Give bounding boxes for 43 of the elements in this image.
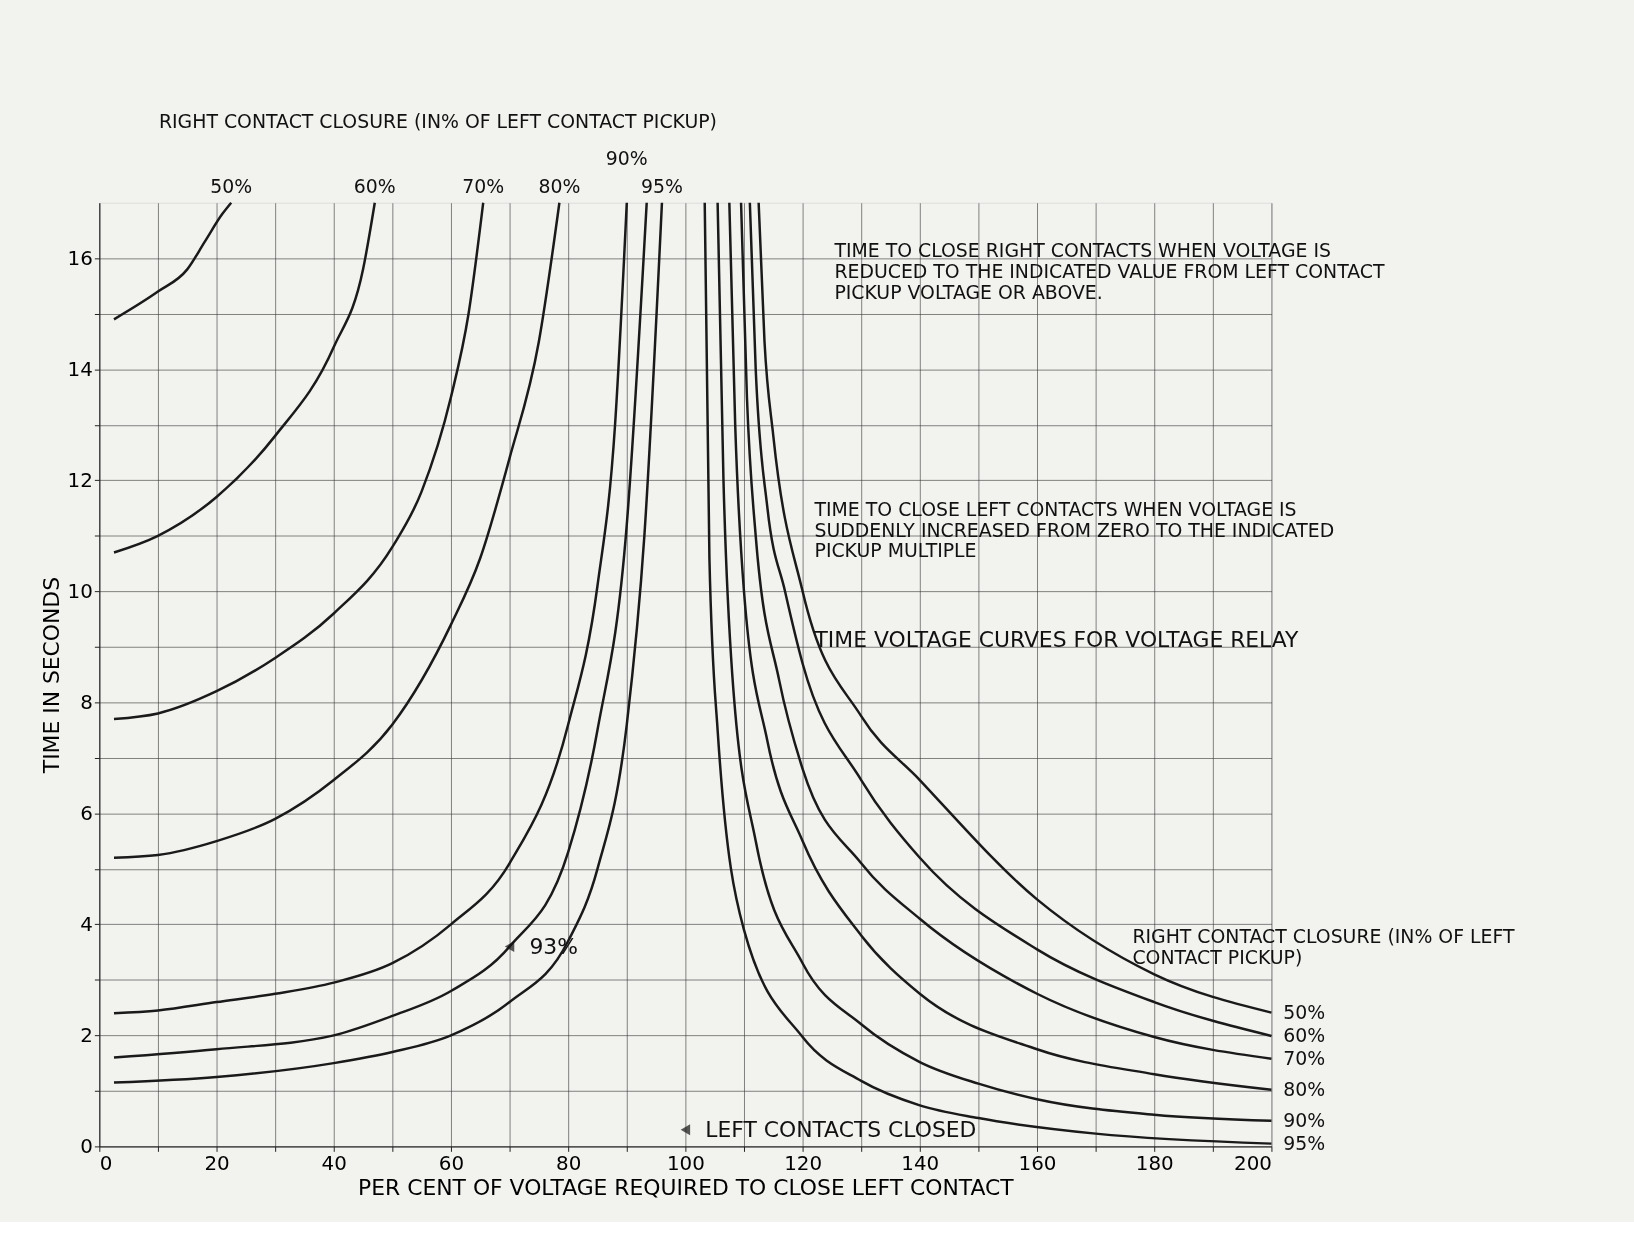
annotation: TIME TO CLOSE LEFT CONTACTS WHEN VOLTAGE IS SUDDENLY INCREASED FROM ZERO TO THE INDICATED PICKUP MULTIPLE: [813, 497, 1335, 562]
x-tick-label: 20: [204, 1151, 230, 1175]
line-series: [112, 201, 485, 721]
x-tick-label: 40: [321, 1151, 347, 1175]
y-tick-label: 0: [80, 1134, 93, 1158]
line-series: [112, 201, 233, 321]
x-tick-label: 160: [1018, 1151, 1057, 1175]
x-tick-label: 180: [1135, 1151, 1174, 1175]
annotation: LEFT CONTACTS CLOSED: [705, 1116, 977, 1142]
x-tick-label: 100: [666, 1151, 705, 1175]
series-label: 90%: [1283, 1108, 1326, 1131]
y-tick-label: 8: [80, 690, 93, 714]
series-label: 80%: [538, 174, 581, 197]
y-tick-label: 4: [80, 912, 93, 936]
x-axis-title: PER CENT OF VOLTAGE REQUIRED TO CLOSE LEFT CONTACT: [358, 1174, 1015, 1200]
line-series: [112, 201, 561, 859]
y-tick-label: 10: [67, 579, 93, 603]
series-label: 60%: [353, 174, 396, 197]
series-label: 80%: [1283, 1077, 1326, 1100]
series-label: 70%: [462, 174, 505, 197]
x-tick-label: 120: [784, 1151, 823, 1175]
series-label: 95%: [640, 174, 683, 197]
y-tick-label: 6: [80, 801, 93, 825]
y-tick-label: 12: [67, 468, 93, 492]
text: 90%: [605, 147, 648, 169]
x-tick-label: 80: [556, 1151, 582, 1175]
y-tick-label: 16: [67, 246, 93, 270]
y-axis-title: TIME IN SECONDS: [38, 576, 64, 775]
annotation: RIGHT CONTACT CLOSURE (IN% OF LEFT CONTACT PICKUP): [1132, 924, 1515, 968]
series-label: 50%: [1283, 1000, 1326, 1023]
x-tick-label: 140: [901, 1151, 940, 1175]
series-label: 60%: [1283, 1023, 1326, 1046]
line-series: [112, 201, 377, 554]
series-label: 95%: [1283, 1131, 1326, 1154]
x-tick-label: 200: [1234, 1151, 1272, 1175]
y-tick-label: 2: [80, 1023, 93, 1047]
series-label: 70%: [1283, 1046, 1326, 1069]
y-tick-label: 14: [67, 357, 93, 381]
x-tick-label: 0: [99, 1151, 113, 1175]
x-tick-label: 60: [438, 1151, 465, 1175]
annotation: TIME TO CLOSE RIGHT CONTACTS WHEN VOLTAGE IS REDUCED TO THE INDICATED VALUE FROM LEFT CONTACT PICKUP VOLTAGE OR ABOVE.: [833, 239, 1385, 304]
series-label: 50%: [210, 174, 253, 197]
text: RIGHT CONTACT CLOSURE (IN% OF LEFT CONTACT PICKUP): [158, 110, 717, 133]
